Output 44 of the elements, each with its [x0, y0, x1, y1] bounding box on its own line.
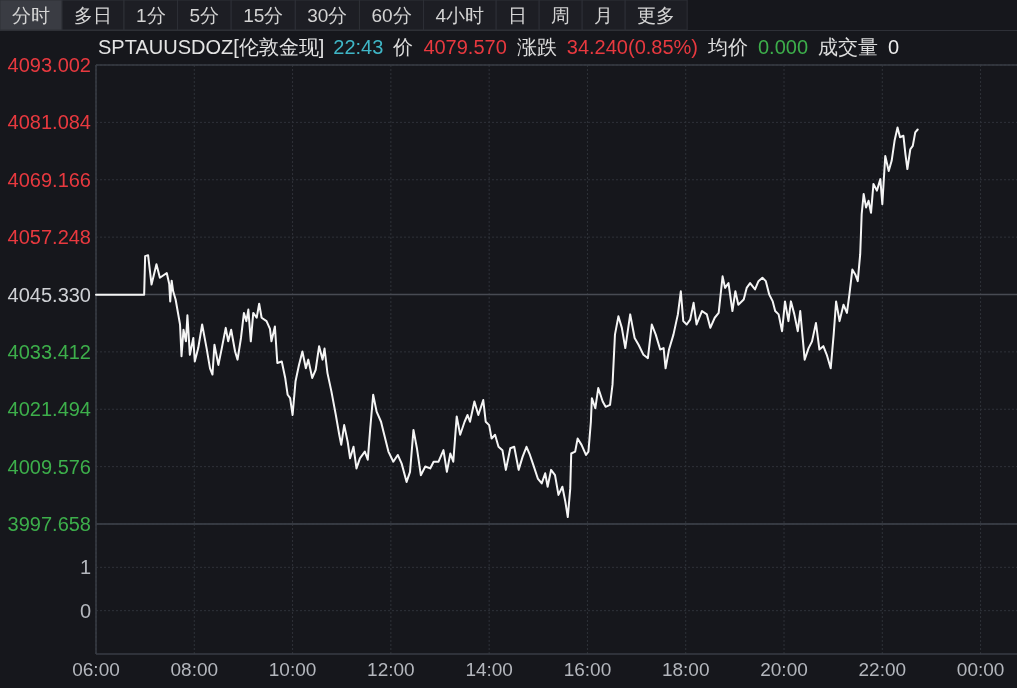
- text: 4小时: [435, 5, 485, 26]
- y-tick-label: 4057.248: [7, 226, 91, 249]
- text: 60分: [371, 5, 412, 26]
- text: 4079.570: [423, 36, 507, 58]
- y-tick-label: 4045.330: [7, 283, 91, 306]
- y-tick-label: 4093.002: [7, 54, 91, 76]
- y-tick-label: 4069.166: [7, 168, 91, 191]
- x-tick-label: 10:00: [268, 659, 317, 680]
- text: 均价: [707, 36, 748, 58]
- text: 分时: [12, 5, 50, 26]
- text: 30分: [307, 5, 348, 26]
- text: 多日: [74, 5, 112, 26]
- x-tick-label: 08:00: [170, 659, 219, 680]
- y-tick-label: 1: [79, 556, 91, 579]
- x-tick-label: 18:00: [661, 659, 710, 680]
- text: 0.000: [758, 36, 809, 58]
- x-tick-label: 14:00: [465, 659, 513, 680]
- x-tick-label: 00:00: [956, 659, 1005, 680]
- text: 15分: [243, 5, 284, 26]
- x-tick-label: 20:00: [760, 659, 808, 680]
- x-tick-label: 22:00: [858, 659, 907, 680]
- chart-title: SPTAUUSDOZ[伦敦金现]: [98, 36, 325, 58]
- text: 更多: [637, 5, 676, 26]
- x-tick-label: 06:00: [72, 659, 120, 680]
- y-tick-label: 4033.412: [7, 340, 91, 363]
- y-tick-label: 4081.084: [7, 111, 91, 134]
- text: 涨跌: [516, 36, 557, 58]
- y-tick-label: 4021.494: [7, 398, 91, 421]
- text: 日: [508, 5, 528, 26]
- text: 周: [551, 5, 571, 26]
- text: 成交量: [818, 36, 879, 58]
- x-tick-label: 16:00: [563, 659, 612, 680]
- text: 5分: [189, 5, 220, 26]
- y-tick-label: 3997.658: [7, 513, 91, 535]
- text: 22:43: [333, 36, 384, 58]
- y-tick-label: 4009.576: [7, 455, 91, 478]
- text: 月: [594, 5, 614, 26]
- text: 0: [888, 36, 900, 58]
- text: 价: [392, 36, 414, 58]
- text: 34.240(0.85%): [566, 36, 698, 58]
- text: 1分: [136, 5, 166, 26]
- line-series: [95, 126, 919, 519]
- y-tick-label: 0: [79, 599, 91, 622]
- x-tick-label: 12:00: [367, 659, 415, 680]
